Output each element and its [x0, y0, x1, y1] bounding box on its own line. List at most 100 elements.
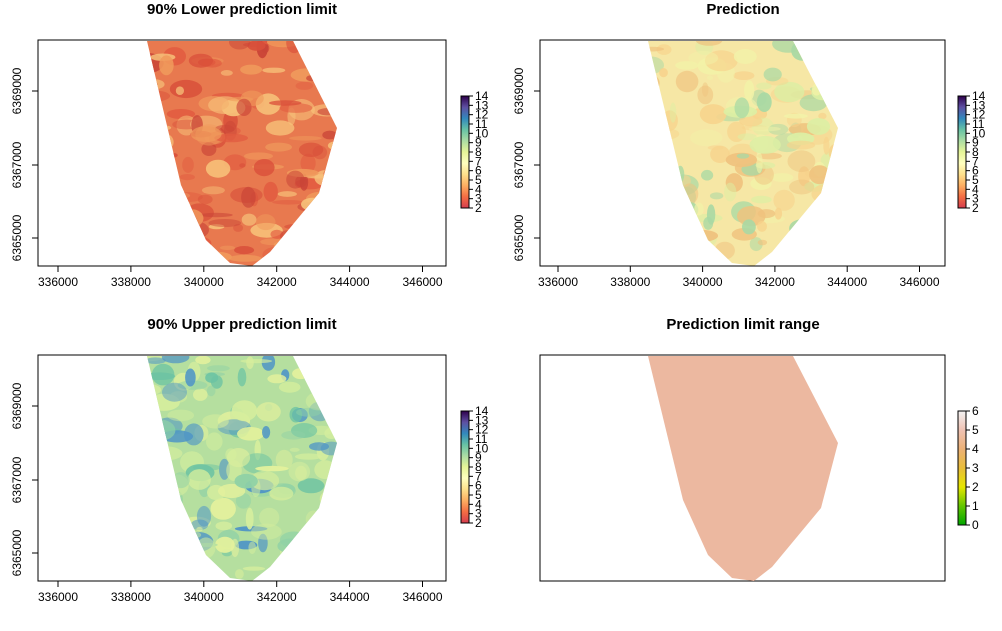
- raster-patch: [329, 198, 337, 220]
- raster-patch: [306, 75, 318, 82]
- raster-patch: [153, 125, 172, 131]
- raster-patch: [697, 85, 714, 105]
- raster-patch: [807, 48, 833, 58]
- raster-patch: [695, 41, 723, 46]
- legend-tick-label: 14: [972, 89, 986, 103]
- raster-patch: [672, 260, 691, 265]
- legend-tick-label: 10: [475, 126, 489, 140]
- raster-map: [147, 356, 363, 581]
- raster-patch: [341, 485, 350, 491]
- raster-patch: [226, 460, 242, 481]
- raster-patch: [742, 219, 756, 235]
- raster-patch: [826, 243, 838, 252]
- raster-patch: [208, 224, 225, 230]
- raster-patch: [733, 49, 757, 64]
- raster-patch: [244, 152, 273, 160]
- raster-patch: [163, 235, 193, 247]
- raster-patch: [167, 255, 192, 266]
- raster-patch: [281, 430, 306, 440]
- raster-patch: [214, 133, 249, 143]
- raster-patch: [152, 498, 159, 519]
- raster-map: [648, 41, 873, 266]
- raster-patch: [343, 186, 370, 192]
- raster-patch: [156, 202, 177, 214]
- raster-patch: [648, 256, 669, 266]
- raster-patch: [319, 488, 337, 510]
- raster-patch: [763, 67, 782, 82]
- raster-patch: [318, 42, 327, 55]
- legend-tick-label: 8: [972, 145, 979, 159]
- raster-patch: [151, 217, 173, 235]
- raster-patch: [147, 549, 158, 568]
- raster-patch: [338, 87, 347, 94]
- raster-patch: [787, 150, 816, 173]
- x-tick-label: 336000: [538, 275, 578, 289]
- raster-patch: [333, 82, 337, 102]
- raster-patch: [154, 536, 185, 557]
- raster-patch: [230, 538, 240, 558]
- y-tick-label: 6367000: [10, 141, 24, 188]
- raster-patch: [162, 382, 187, 402]
- raster-patch: [235, 569, 244, 579]
- raster-patch: [648, 54, 652, 72]
- raster-patch: [750, 177, 772, 191]
- raster-patch: [152, 222, 183, 230]
- raster-patch: [773, 189, 795, 211]
- raster-patch: [843, 244, 853, 264]
- raster-patch: [737, 206, 766, 227]
- x-tick-label: 336000: [38, 275, 78, 289]
- raster-patch: [706, 75, 714, 81]
- raster-patch: [835, 42, 838, 63]
- x-tick-label: 340000: [683, 275, 723, 289]
- raster-patch: [308, 358, 323, 370]
- raster-patch: [648, 72, 660, 94]
- x-tick-label: 338000: [610, 275, 650, 289]
- raster-patch: [190, 519, 209, 531]
- raster-patch: [341, 53, 371, 71]
- raster-patch: [147, 572, 155, 581]
- raster-patch: [162, 522, 182, 531]
- legend-tick-label: 1: [972, 499, 979, 513]
- raster-patch: [305, 391, 332, 411]
- raster-patch: [345, 475, 363, 494]
- raster-patch: [733, 71, 755, 80]
- raster-patch: [201, 186, 225, 195]
- panel-title: 90% Upper prediction limit: [147, 316, 336, 333]
- raster-patch: [334, 211, 337, 228]
- raster-patch: [147, 81, 157, 93]
- raster-patch: [147, 116, 153, 137]
- raster-patch: [648, 232, 679, 240]
- raster-patch: [201, 142, 217, 157]
- raster-patch: [205, 159, 231, 178]
- x-tick-label: 346000: [402, 590, 442, 604]
- x-tick-label: 346000: [402, 275, 442, 289]
- legend-colorbar: [460, 410, 470, 524]
- raster-patch: [701, 169, 714, 181]
- raster-patch: [228, 254, 262, 262]
- raster-patch: [277, 191, 297, 197]
- legend-colorbar: [460, 95, 470, 209]
- raster-patch: [333, 392, 337, 408]
- raster-patch: [789, 179, 815, 195]
- raster-patch: [235, 493, 252, 509]
- raster-patch: [669, 102, 677, 123]
- y-tick-label: 6365000: [10, 214, 24, 261]
- raster-patch: [314, 460, 337, 480]
- raster-patch: [824, 214, 838, 230]
- raster-patch: [155, 521, 176, 541]
- legend-tick-label: 9: [475, 136, 482, 150]
- raster-patch: [265, 142, 292, 152]
- raster-patch: [267, 374, 287, 384]
- legend-tick-label: 4: [475, 182, 482, 196]
- raster-patch: [160, 175, 182, 197]
- raster-patch: [843, 55, 873, 77]
- raster-patch: [288, 461, 311, 482]
- panel-upper-limit: 90% Upper prediction limit 336000 338000 3…: [10, 316, 489, 604]
- raster-patch: [240, 359, 273, 364]
- raster-patch: [320, 192, 337, 210]
- raster-patch: [278, 381, 301, 393]
- legend-tick-label: 3: [475, 507, 482, 521]
- x-axis: 336000 338000 340000 342000 344000 346000: [38, 265, 443, 289]
- raster-patch: [250, 470, 280, 491]
